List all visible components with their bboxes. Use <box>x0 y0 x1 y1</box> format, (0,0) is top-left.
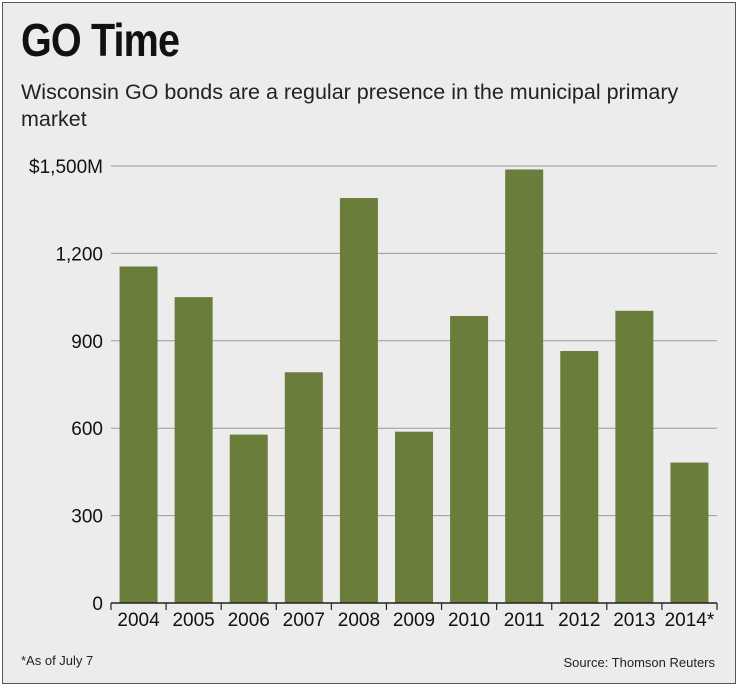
x-tick-label: 2007 <box>283 610 325 631</box>
x-tick-labels: 2004 2005 2006 2007 2008 2009 2010 2011 2012 2013… <box>117 610 714 631</box>
x-tick-label: 2012 <box>558 610 600 631</box>
x-tick-label: 2009 <box>393 610 435 631</box>
y-tick-label: $1,500M <box>29 157 103 178</box>
bar-2013 <box>615 310 654 603</box>
chart-subtitle: Wisconsin GO bonds are a regular presenc… <box>21 80 679 131</box>
chart-title: GO Time <box>21 14 180 66</box>
bar-2009 <box>395 431 433 603</box>
bar-2007 <box>284 372 323 603</box>
bar-2008 <box>339 198 378 603</box>
bar-2005 <box>174 297 213 603</box>
x-tick-label: 2005 <box>172 610 214 631</box>
x-tick-label: 2004 <box>117 610 160 631</box>
x-tick-label: 2011 <box>504 610 545 631</box>
source-credit: Source: Thomson Reuters <box>563 655 716 670</box>
y-tick-label: 900 <box>71 332 103 353</box>
bar-2004 <box>119 266 158 603</box>
y-tick-label: 600 <box>71 419 103 440</box>
x-tick-label: 2008 <box>338 610 380 631</box>
bar-2011 <box>505 169 544 603</box>
y-tick-label: 1,200 <box>55 244 103 265</box>
x-tick-label: 2010 <box>448 610 490 631</box>
y-tick-labels: 0 300 600 900 1,200 $1,500M <box>29 157 103 615</box>
bar-2010 <box>450 316 489 603</box>
x-tick-label: 2006 <box>228 610 270 631</box>
axes <box>110 602 718 610</box>
bar-2006 <box>229 434 268 603</box>
x-tick-label: 2014* <box>665 610 715 631</box>
footnote: *As of July 7 <box>21 653 94 668</box>
y-tick-label: 300 <box>71 507 103 528</box>
y-tick-label: 0 <box>92 594 103 615</box>
bar-2012 <box>560 350 599 603</box>
bar-2014 <box>670 462 709 603</box>
x-tick-label: 2013 <box>613 610 655 631</box>
bars <box>119 169 709 603</box>
